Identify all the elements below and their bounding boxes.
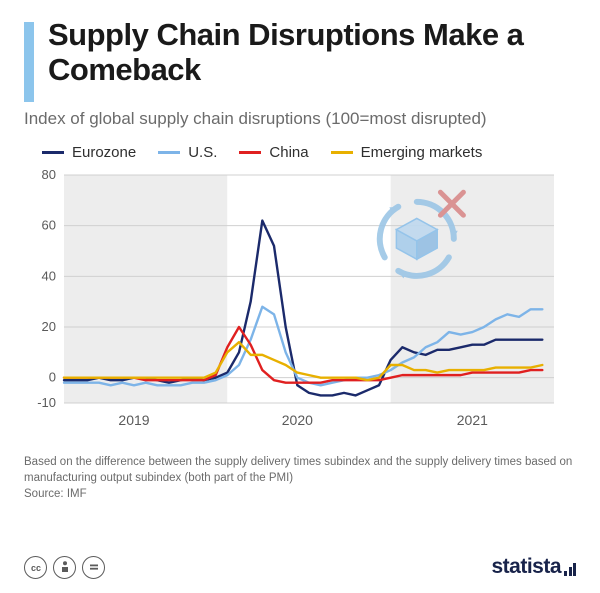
legend-swatch	[42, 151, 64, 155]
legend-item: China	[239, 144, 308, 161]
legend-label: U.S.	[188, 144, 217, 161]
svg-text:-10: -10	[37, 395, 56, 410]
svg-text:2021: 2021	[457, 412, 488, 428]
svg-text:0: 0	[49, 370, 56, 385]
legend-item: U.S.	[158, 144, 217, 161]
svg-text:cc: cc	[30, 563, 40, 573]
legend-swatch	[158, 151, 180, 155]
legend-label: Emerging markets	[361, 144, 483, 161]
svg-text:2020: 2020	[282, 412, 313, 428]
svg-text:60: 60	[42, 218, 56, 233]
page-title: Supply Chain Disruptions Make a Comeback	[48, 18, 576, 87]
brand-text: statista	[491, 555, 561, 579]
page-subtitle: Index of global supply chain disruptions…	[24, 108, 576, 130]
title-row: Supply Chain Disruptions Make a Comeback	[24, 18, 576, 102]
svg-text:80: 80	[42, 169, 56, 182]
svg-text:20: 20	[42, 319, 56, 334]
legend-swatch	[331, 151, 353, 155]
footer: cc statista	[24, 555, 576, 579]
brand-bars-icon	[564, 563, 576, 576]
title-accent-bar	[24, 22, 34, 102]
supply-chain-chart: -10 0 20 40 60 80 2019 2020 2021	[24, 169, 564, 439]
chart-source: Source: IMF	[24, 488, 576, 500]
chart-svg: -10 0 20 40 60 80 2019 2020 2021	[24, 169, 564, 439]
legend-swatch	[239, 151, 261, 155]
legend-label: Eurozone	[72, 144, 136, 161]
brand-logo: statista	[491, 555, 576, 579]
svg-text:2019: 2019	[118, 412, 149, 428]
cc-nd-icon	[82, 556, 105, 579]
cc-by-icon	[53, 556, 76, 579]
legend-label: China	[269, 144, 308, 161]
cc-cc-icon: cc	[24, 556, 47, 579]
svg-text:40: 40	[42, 268, 56, 283]
legend-item: Eurozone	[42, 144, 136, 161]
legend-item: Emerging markets	[331, 144, 483, 161]
license-badges: cc	[24, 556, 105, 579]
chart-note: Based on the difference between the supp…	[24, 455, 576, 486]
chart-legend: Eurozone U.S. China Emerging markets	[24, 144, 576, 161]
